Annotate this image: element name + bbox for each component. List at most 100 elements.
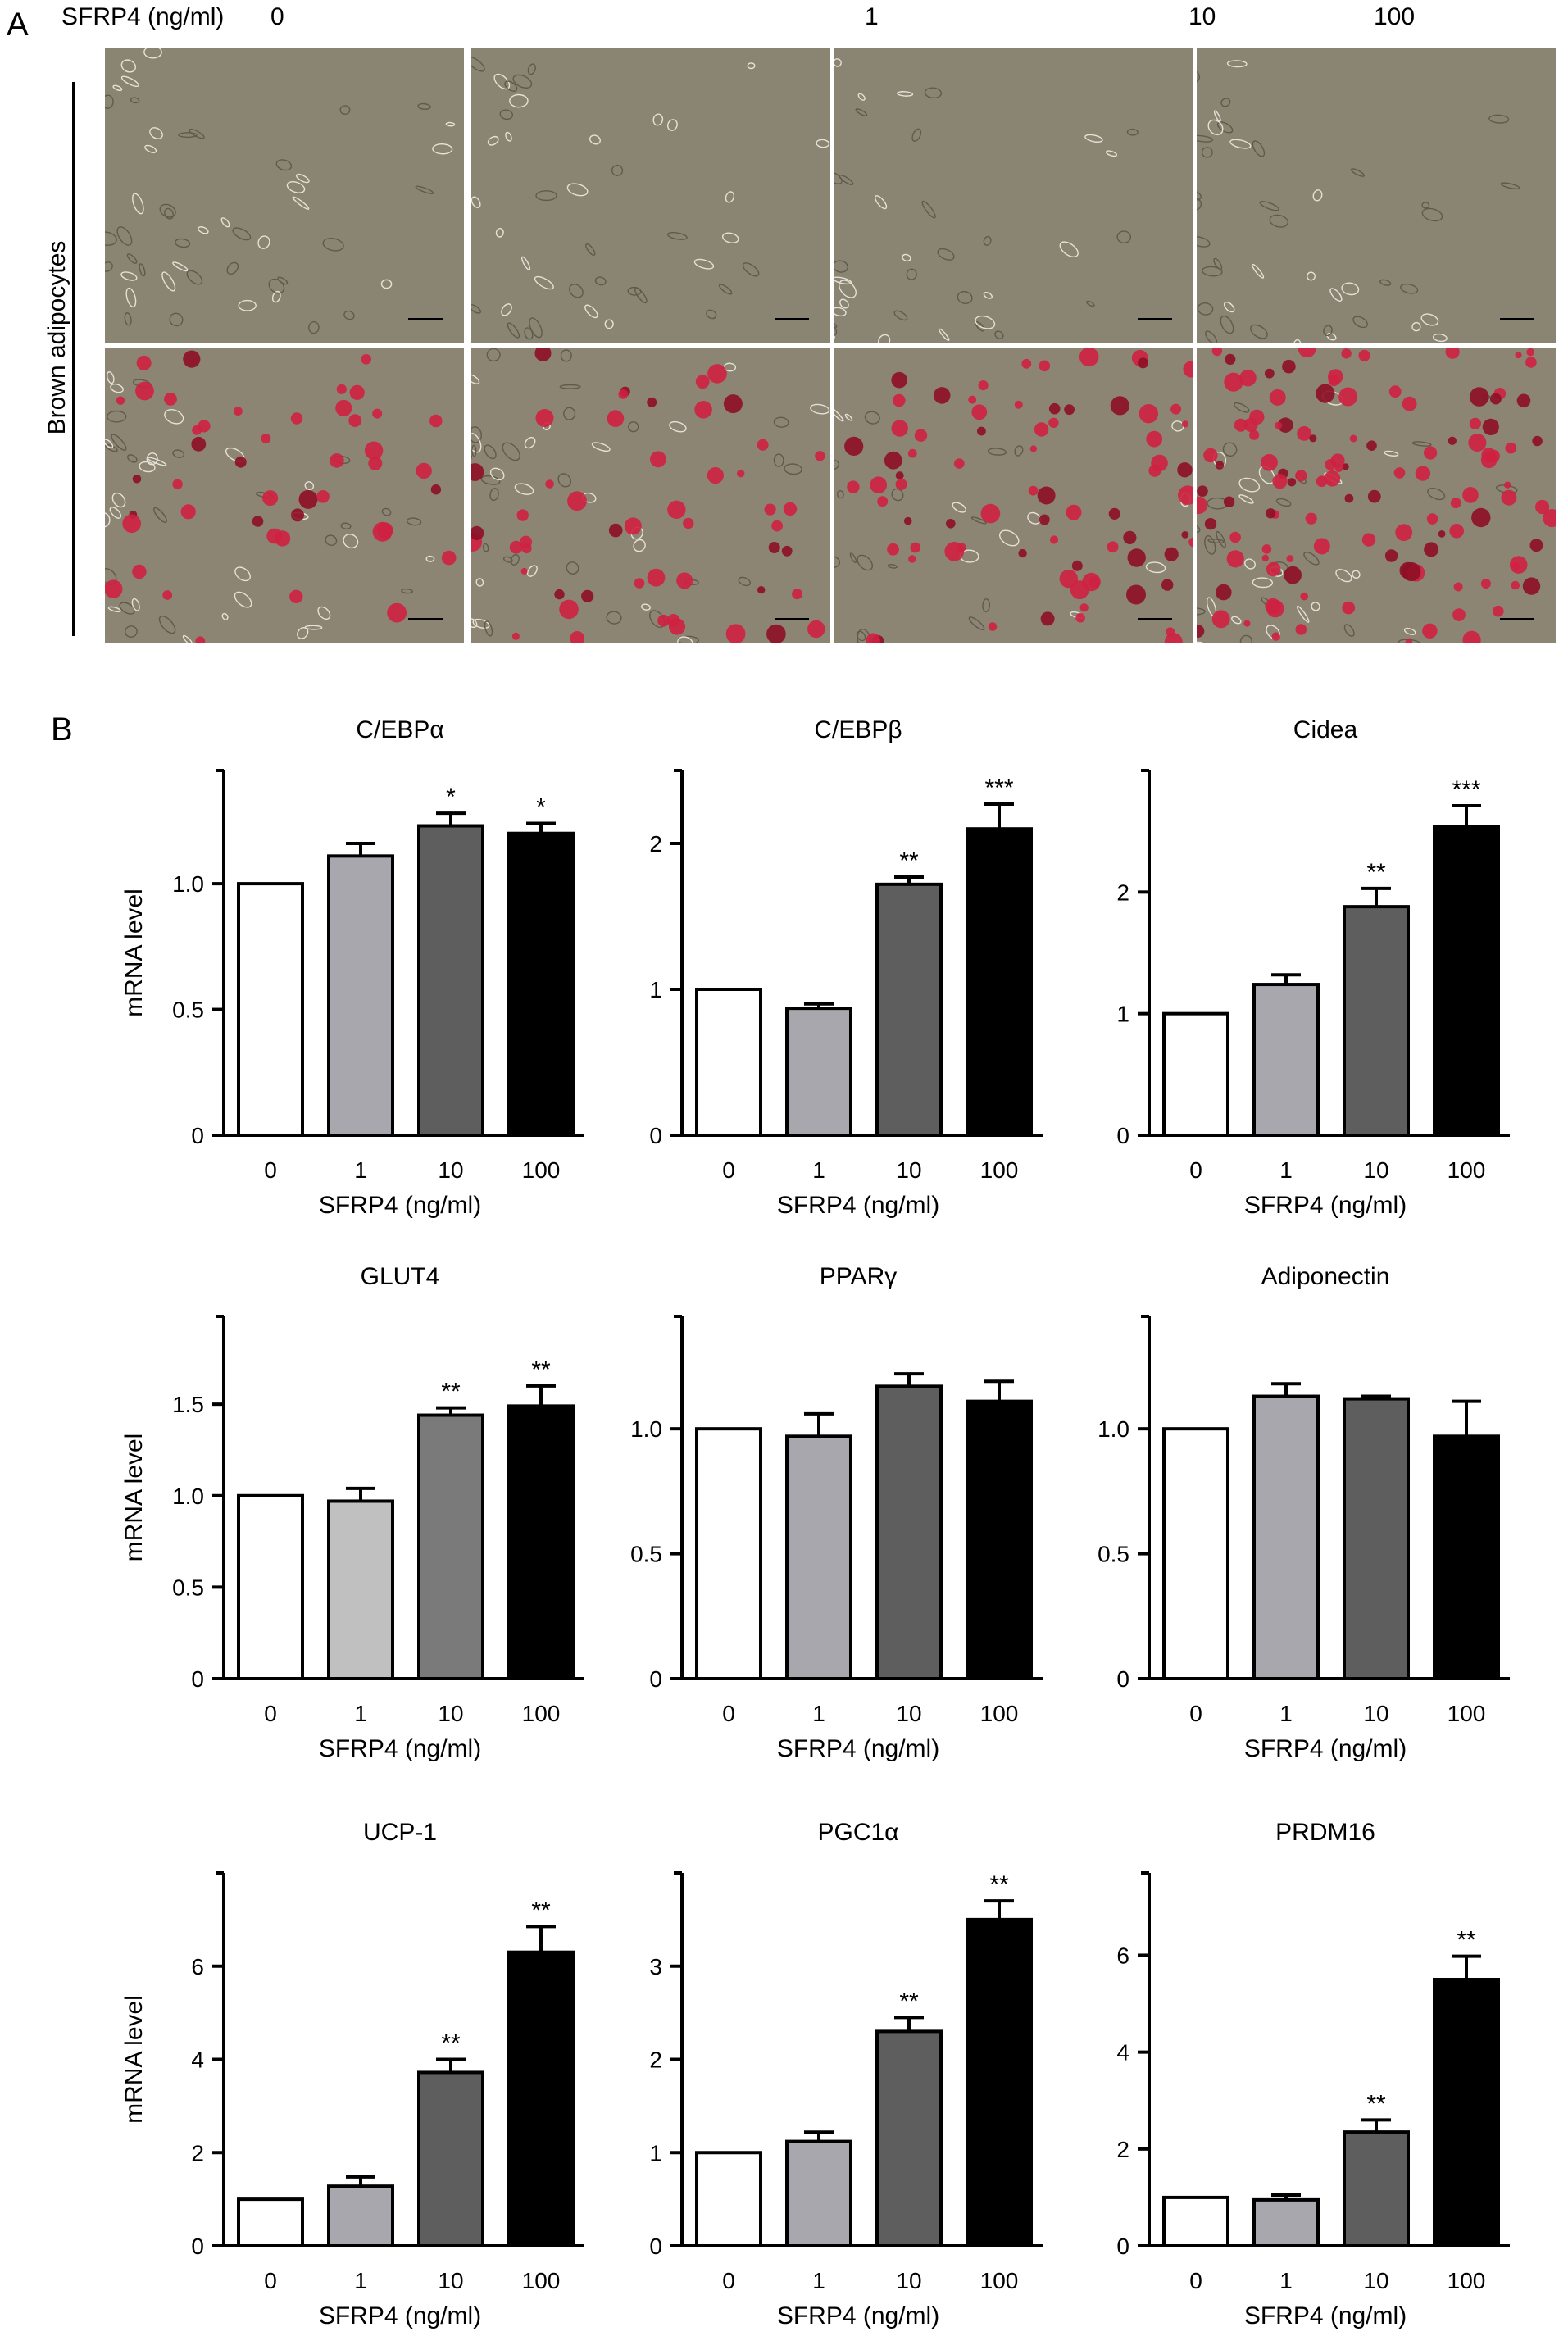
concentration-label-1: 1 [865, 3, 879, 30]
micrograph-oil-red-o-10 [834, 348, 1193, 643]
chart-6-ytick-label: 4 [191, 2047, 204, 2073]
chart-7-significance-100: ** [989, 1871, 1009, 1898]
chart-ucp-1 [212, 1871, 584, 2248]
chart-6-title: UCP-1 [363, 1819, 437, 1846]
chart-4-ytick-label: 0 [649, 1666, 662, 1692]
chart-2-ytick-label: 1 [1116, 1002, 1129, 1027]
chart-1-ytick-label: 2 [649, 831, 662, 857]
micrograph-unstained-10 [834, 48, 1193, 343]
chart-1-xtick-label-0: 0 [722, 1157, 735, 1183]
chart-c-ebp- [212, 769, 584, 1138]
chart-8-title: PRDM16 [1275, 1819, 1375, 1846]
chart-3-xlabel: SFRP4 (ng/ml) [319, 1735, 481, 1762]
chart-5-xtick-label-100: 100 [1448, 1701, 1486, 1726]
chart-7-ytick-label: 2 [649, 2047, 662, 2073]
chart-6-bar-100 [507, 1950, 575, 2247]
chart-7-bar-100 [966, 1917, 1033, 2247]
chart-4-bar-1 [785, 1434, 852, 1681]
chart-glut4 [212, 1315, 584, 1681]
chart-5-xlabel: SFRP4 (ng/ml) [1244, 1735, 1407, 1762]
chart-2-bar-0 [1162, 1011, 1229, 1137]
chart-7-xtick-label-0: 0 [722, 2268, 735, 2293]
concentration-label-100: 100 [1374, 3, 1416, 30]
chart-4-xtick-label-1: 1 [812, 1701, 825, 1726]
chart-3-bar-100 [507, 1404, 575, 1680]
chart-0-title: C/EBPα [356, 716, 443, 743]
chart-4-title: PPARγ [820, 1263, 897, 1290]
row-label-bracket [72, 82, 75, 636]
chart-8-ytick-label: 2 [1116, 2137, 1129, 2162]
chart-0-ytick-label: 0 [191, 1123, 204, 1148]
chart-4-ytick-label: 0.5 [630, 1542, 662, 1567]
chart-2-xtick-label-1: 1 [1279, 1157, 1293, 1183]
chart-ppar- [670, 1315, 1043, 1681]
chart-3-ylabel: mRNA level [120, 1434, 148, 1562]
chart-2-bar-100 [1433, 825, 1500, 1137]
chart-0-xtick-label-10: 10 [438, 1157, 463, 1183]
chart-6-ytick-label: 6 [191, 1954, 204, 1979]
chart-2-bar-10 [1343, 905, 1410, 1137]
chart-8-xlabel: SFRP4 (ng/ml) [1244, 2302, 1407, 2329]
chart-1-xlabel: SFRP4 (ng/ml) [777, 1192, 939, 1219]
chart-5-xtick-label-10: 10 [1363, 1701, 1388, 1726]
chart-0-xtick-label-100: 100 [522, 1157, 561, 1183]
chart-1-xtick-label-10: 10 [896, 1157, 921, 1183]
chart-1-ytick-label: 0 [649, 1123, 662, 1148]
chart-2-xtick-label-100: 100 [1448, 1157, 1486, 1183]
chart-8-xtick-label-0: 0 [1189, 2268, 1202, 2293]
chart-2-title: Cidea [1293, 716, 1358, 743]
chart-5-bar-1 [1252, 1394, 1320, 1680]
chart-6-ylabel: mRNA level [120, 1995, 148, 2124]
chart-5-xtick-label-0: 0 [1189, 1701, 1202, 1726]
chart-8-bar-100 [1433, 1978, 1500, 2247]
chart-pgc1- [670, 1871, 1043, 2248]
micrograph-oil-red-o-0 [105, 348, 464, 643]
chart-0-significance-100: * [536, 793, 546, 820]
micrograph-oil-red-o-100 [1197, 348, 1556, 643]
chart-2-ytick-label: 2 [1116, 879, 1129, 905]
chart-7-xlabel: SFRP4 (ng/ml) [777, 2302, 939, 2329]
chart-3-significance-10: ** [441, 1379, 461, 1406]
chart-5-ytick-label: 1.0 [1098, 1416, 1129, 1442]
chart-0-ylabel: mRNA level [120, 888, 148, 1017]
chart-4-ytick-label: 1.0 [630, 1416, 662, 1442]
chart-7-xtick-label-1: 1 [812, 2268, 825, 2293]
chart-3-bar-1 [327, 1499, 394, 1680]
chart-cidea [1138, 769, 1510, 1137]
chart-6-xtick-label-100: 100 [522, 2268, 561, 2293]
chart-0-xtick-label-1: 1 [354, 1157, 367, 1183]
chart-5-xtick-label-1: 1 [1279, 1701, 1293, 1726]
chart-1-xtick-label-100: 100 [980, 1157, 1019, 1183]
chart-5-ytick-label: 0.5 [1098, 1542, 1129, 1567]
chart-8-xtick-label-10: 10 [1363, 2268, 1388, 2293]
chart-0-bar-10 [417, 824, 484, 1137]
chart-3-bar-0 [237, 1493, 304, 1681]
chart-5-bar-100 [1433, 1434, 1500, 1681]
chart-5-title: Adiponectin [1261, 1263, 1390, 1290]
chart-1-bar-1 [785, 1007, 852, 1138]
chart-prdm16 [1138, 1871, 1510, 2248]
chart-3-xtick-label-1: 1 [354, 1701, 367, 1726]
chart-6-bar-1 [327, 2184, 394, 2247]
chart-1-significance-100: *** [984, 775, 1013, 802]
chart-4-xtick-label-0: 0 [722, 1701, 735, 1726]
chart-5-bar-0 [1162, 1427, 1229, 1680]
chart-8-bar-0 [1162, 2195, 1229, 2248]
chart-1-bar-100 [966, 827, 1033, 1137]
chart-0-ytick-label: 0.5 [172, 998, 204, 1023]
chart-8-ytick-label: 0 [1116, 2234, 1129, 2259]
micrograph-unstained-100 [1197, 48, 1556, 343]
panel-b-letter: B [51, 711, 73, 748]
chart-3-ytick-label: 1.5 [172, 1392, 204, 1417]
chart-0-bar-1 [327, 854, 394, 1138]
chart-1-ytick-label: 1 [649, 977, 662, 1002]
chart-0-ytick-label: 1.0 [172, 871, 204, 897]
chart-4-bar-100 [966, 1399, 1033, 1680]
chart-3-xtick-label-100: 100 [522, 1701, 561, 1726]
chart-6-bar-10 [417, 2070, 484, 2248]
chart-8-bar-10 [1343, 2130, 1410, 2248]
chart-5-ytick-label: 0 [1116, 1666, 1129, 1692]
treatment-header: SFRP4 (ng/ml) [61, 3, 225, 30]
chart-0-bar-100 [507, 831, 575, 1137]
chart-4-bar-10 [875, 1384, 943, 1680]
